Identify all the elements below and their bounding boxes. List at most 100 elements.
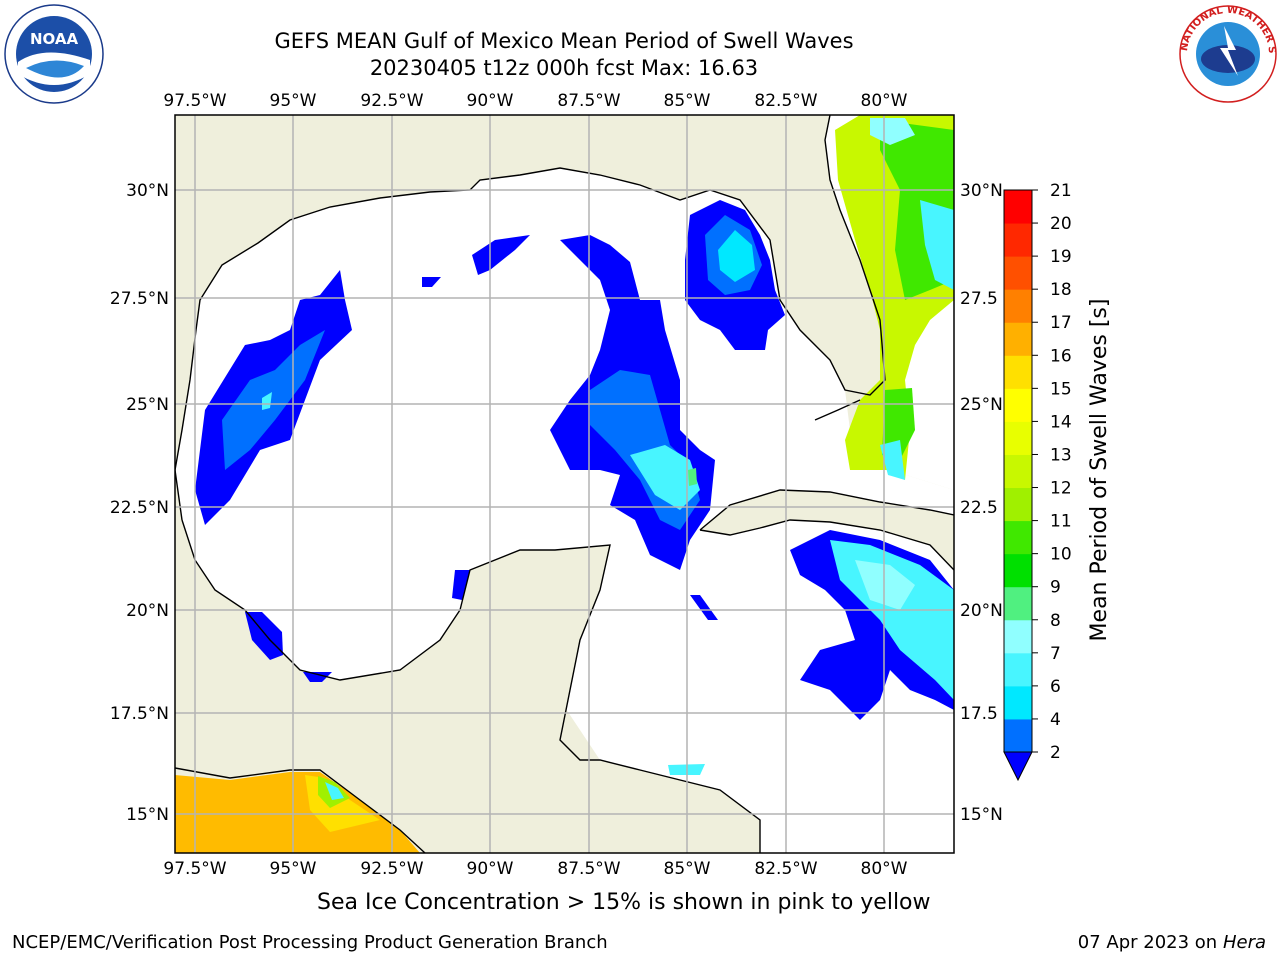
- colorbar-segment: [1004, 652, 1032, 687]
- lon-label-bottom: 82.5°W: [754, 859, 817, 879]
- lat-label-left: 27.5°N: [110, 289, 169, 309]
- colorbar-tick-label: 4: [1050, 710, 1061, 730]
- colorbar-segment: [1004, 256, 1032, 290]
- footer-date-text: 07 Apr 2023 on: [1077, 932, 1223, 953]
- colorbar-tick-label: 13: [1050, 445, 1072, 465]
- lon-label-top: 82.5°W: [754, 91, 817, 111]
- colorbar-outline: [1003, 189, 1033, 753]
- lat-label-right: 17.5: [960, 704, 998, 724]
- lon-label-top: 90°W: [467, 91, 514, 111]
- coast-pacific: [175, 767, 426, 853]
- colorbar-tick-label: 21: [1050, 181, 1072, 201]
- colorbar-segment: [1004, 487, 1032, 522]
- colorbar-label: Mean Period of Swell Waves [s]: [1087, 299, 1112, 642]
- lon-label-bottom: 80°W: [861, 859, 908, 879]
- colorbar-tick-label: 2: [1050, 743, 1061, 763]
- colorbar-extend-arrow: [1003, 751, 1033, 782]
- colorbar-tick-label: 14: [1050, 412, 1072, 432]
- lat-label-right: 15°N: [960, 805, 1003, 825]
- coastlines: [175, 115, 954, 853]
- colorbar-tick-label: 16: [1050, 346, 1072, 366]
- fill-atlantic-lower-cyan: [880, 440, 905, 480]
- footer-date: 07 Apr 2023 on Hera: [1078, 932, 1266, 953]
- lat-label-left: 22.5°N: [110, 498, 169, 518]
- fill-caribbean-light: [855, 560, 915, 610]
- colorbar-tick-label: 10: [1050, 545, 1072, 565]
- lon-label-top: 92.5°W: [360, 91, 423, 111]
- lat-label-right: 30°N: [960, 181, 1003, 201]
- lat-label-right: 27.5: [960, 289, 998, 309]
- colorbar-segment: [1004, 421, 1032, 455]
- footer-host: Hera: [1222, 932, 1266, 953]
- fill-atlantic-cyan-top: [870, 118, 915, 145]
- colorbar-segment: [1004, 718, 1032, 753]
- fill-bay-campeche: [245, 612, 283, 660]
- nws-logo: NATIONAL WEATHER SERVICE: [1178, 4, 1277, 103]
- coast-cuba: [699, 489, 954, 571]
- colorbar-tick-label: 11: [1050, 512, 1072, 532]
- colorbar-segment: [1004, 355, 1032, 389]
- fill-central-core-green: [688, 468, 697, 486]
- lat-label-left: 20°N: [126, 601, 169, 621]
- lat-label-left: 25°N: [126, 395, 169, 415]
- colorbar-segment: [1004, 520, 1032, 555]
- fill-west-band-inner: [222, 330, 325, 470]
- noaa-logo: NOAA: [4, 4, 104, 104]
- colorbar-tick-label: 20: [1050, 214, 1072, 234]
- colorbar-segment: [1004, 586, 1032, 621]
- fill-atlantic-lower: [882, 388, 915, 460]
- colorbar-tick-label: 7: [1050, 644, 1061, 664]
- colorbar-segment: [1004, 322, 1032, 356]
- lon-label-bottom: 90°W: [467, 859, 514, 879]
- colorbar-segment: [1004, 553, 1032, 588]
- lon-label-bottom: 95°W: [270, 859, 317, 879]
- colorbar-tick-label: 9: [1050, 578, 1061, 598]
- colorbar-segment: [1004, 289, 1032, 323]
- lon-label-top: 85°W: [664, 91, 711, 111]
- colorbar-segment: [1004, 190, 1032, 224]
- colorbar-tick-label: 8: [1050, 611, 1061, 631]
- graticule: [175, 115, 954, 853]
- colorbar-tick-label: 6: [1050, 677, 1061, 697]
- colorbar-tick-label: 15: [1050, 379, 1072, 399]
- yucatan-land: [470, 545, 610, 760]
- cuba-land: [700, 490, 954, 570]
- colorbar-tick-label: 17: [1050, 313, 1072, 333]
- colorbar-tick-label: 19: [1050, 247, 1072, 267]
- sea-ice-note: Sea Ice Concentration > 15% is shown in …: [317, 890, 931, 915]
- fill-north-gulf-2: [422, 277, 441, 287]
- fill-caribbean-inner: [830, 540, 954, 700]
- fill-central-south: [690, 595, 718, 620]
- map-subtitle: 20230405 t12z 000h fcst Max: 16.63: [369, 56, 759, 80]
- colorbar: 2 4 6 7 8 9 10 11 12 13 14 15 16 17 18 19 20 21: [1003, 181, 1072, 782]
- lon-label-top: 97.5°W: [163, 91, 226, 111]
- colorbar-segment: [1004, 454, 1032, 489]
- noaa-logo-text: NOAA: [30, 30, 79, 48]
- colorbar-segment: [1004, 223, 1032, 257]
- colorbar-tick-label: 12: [1050, 479, 1072, 499]
- lon-label-top: 87.5°W: [557, 91, 620, 111]
- lat-label-left: 17.5°N: [110, 704, 169, 724]
- pacific-water: [175, 772, 420, 853]
- colorbar-segment: [1004, 388, 1032, 422]
- footer-credit: NCEP/EMC/Verification Post Processing Pr…: [12, 932, 608, 953]
- coast-gulf: [175, 115, 886, 521]
- lon-label-bottom: 97.5°W: [163, 859, 226, 879]
- lat-label-right: 25°N: [960, 395, 1003, 415]
- lat-label-left: 15°N: [126, 805, 169, 825]
- lat-label-left: 30°N: [126, 181, 169, 201]
- lon-label-bottom: 92.5°W: [360, 859, 423, 879]
- lat-label-right: 22.5: [960, 498, 998, 518]
- map-title: GEFS MEAN Gulf of Mexico Mean Period of …: [274, 29, 854, 53]
- colorbar-segment: [1004, 685, 1032, 720]
- pacific-water-cyan: [325, 782, 344, 800]
- colorbar-tick-label: 18: [1050, 280, 1072, 300]
- lat-label-right: 20°N: [960, 601, 1003, 621]
- fill-west-band-core: [262, 392, 272, 410]
- swell-period-fills: [195, 115, 954, 775]
- lon-label-top: 80°W: [861, 91, 908, 111]
- colorbar-segment: [1004, 619, 1032, 654]
- fill-north-gulf-1: [472, 235, 530, 275]
- fill-atlantic-cyan: [920, 200, 954, 290]
